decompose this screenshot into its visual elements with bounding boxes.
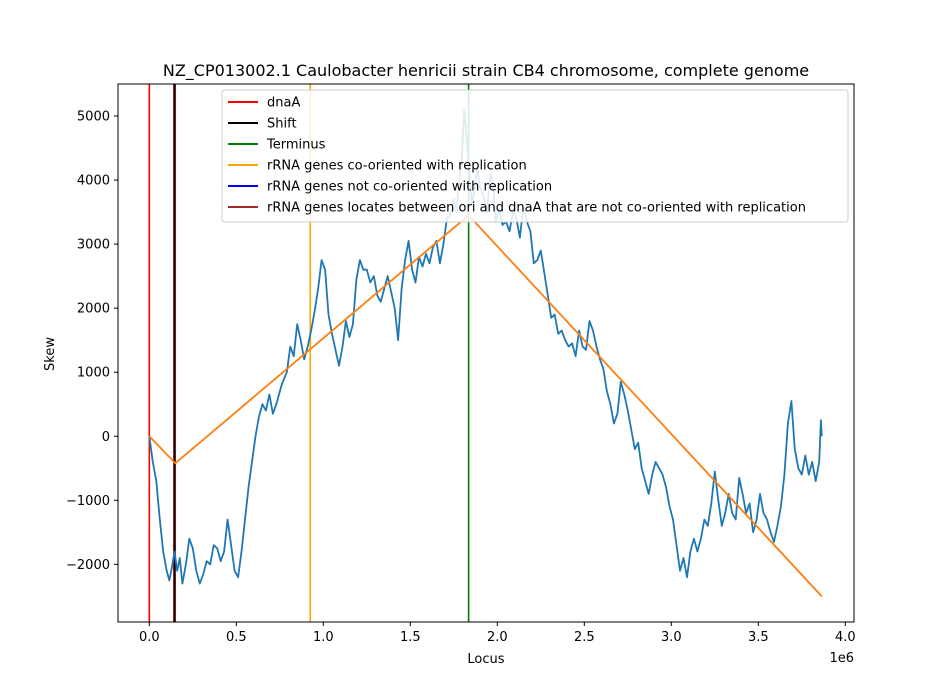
y-tick-label-2: 0 [102,430,110,445]
x-tick-label-8: 4.0 [835,630,856,645]
x-axis-label: Locus [467,652,504,667]
x-tick-label-2: 1.0 [313,630,334,645]
x-tick-label-6: 3.0 [661,630,682,645]
x-tick-label-3: 1.5 [400,630,421,645]
legend-frame [221,89,849,223]
legend-label-0: dnaA [267,96,300,111]
y-tick-label-3: 1000 [77,366,110,381]
legend-label-2: Terminus [266,138,326,153]
legend-label-5: rRNA genes locates between ori and dnaA … [267,201,806,216]
legend-label-3: rRNA genes co-oriented with replication [267,159,527,174]
legend-label-1: Shift [267,117,297,132]
x-tick-label-5: 2.5 [574,630,595,645]
plot-area-frame [117,83,855,623]
y-axis-label: Skew [43,337,58,371]
legend-label-4: rRNA genes not co-oriented with replicat… [267,180,552,195]
x-tick-label-1: 0.5 [226,630,247,645]
chart-title: NZ_CP013002.1 Caulobacter henricii strai… [163,61,809,81]
x-axis-offset-label: 1e6 [829,651,854,666]
y-tick-label-0: −2000 [66,558,110,573]
x-tick-label-0: 0.0 [139,630,160,645]
series-line-1 [148,214,823,598]
y-tick-label-6: 4000 [77,174,110,189]
x-axis-ticks: 0.0 0.5 1.0 1.5 2.0 2.5 3.0 3.5 4.0 [139,622,856,645]
y-tick-label-7: 5000 [77,110,110,125]
y-axis-ticks: −2000 −1000 0 1000 2000 3000 4000 5000 [66,110,118,573]
y-tick-label-1: −1000 [66,494,110,509]
x-tick-label-7: 3.5 [748,630,769,645]
y-tick-label-4: 2000 [77,302,110,317]
legend: dnaA Shift Terminus rRNA genes co-oriented … [221,89,849,223]
x-tick-label-4: 2.0 [487,630,508,645]
y-tick-label-5: 3000 [77,238,110,253]
